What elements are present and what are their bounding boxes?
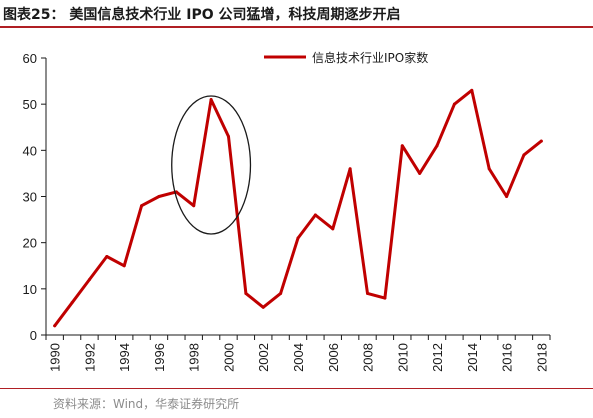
- x-tick-label: 1996: [152, 343, 167, 372]
- x-tick-label: 2002: [256, 343, 271, 372]
- data-point: [348, 167, 352, 171]
- x-tick-label: 2016: [500, 343, 515, 372]
- data-point: [331, 227, 335, 231]
- source-note: 资料来源：Wind，华泰证券研究所: [53, 397, 240, 411]
- header: 图表25： 美国信息技术行业 IPO 公司猛增，科技周期逐步开启: [0, 0, 593, 26]
- header-divider: [0, 26, 593, 28]
- y-tick-label: 40: [23, 143, 37, 158]
- data-point: [470, 88, 474, 92]
- x-tick-label: 1994: [117, 343, 132, 372]
- x-tick-label: 2014: [465, 343, 480, 372]
- data-point: [53, 324, 57, 328]
- data-point: [209, 98, 213, 102]
- x-tick-label: 2006: [326, 343, 341, 372]
- data-point: [140, 204, 144, 208]
- data-point: [261, 305, 265, 309]
- data-point: [226, 134, 230, 138]
- legend-label: 信息技术行业IPO家数: [312, 50, 428, 65]
- data-point: [400, 144, 404, 148]
- y-tick-label: 50: [23, 97, 37, 112]
- y-tick-label: 60: [23, 51, 37, 66]
- highlight-ellipse: [171, 95, 252, 235]
- data-point: [313, 213, 317, 217]
- x-tick-label: 1992: [82, 343, 97, 372]
- data-point: [279, 291, 283, 295]
- data-point: [435, 144, 439, 148]
- x-tick-label: 2008: [361, 343, 376, 372]
- data-point: [383, 296, 387, 300]
- x-tick-label: 2018: [534, 343, 549, 372]
- data-point: [105, 255, 109, 259]
- data-point: [452, 102, 456, 106]
- series-line: [53, 88, 543, 328]
- x-tick-label: 1990: [48, 343, 63, 372]
- data-point: [522, 153, 526, 157]
- data-point: [70, 301, 74, 305]
- data-point: [539, 139, 543, 143]
- x-tick-label: 2004: [291, 343, 306, 372]
- data-point: [487, 167, 491, 171]
- data-point: [418, 171, 422, 175]
- data-point: [174, 190, 178, 194]
- data-point: [87, 278, 91, 282]
- data-point: [122, 264, 126, 268]
- data-point: [366, 291, 370, 295]
- footer-divider: [0, 388, 593, 389]
- data-point: [296, 236, 300, 240]
- data-point: [505, 195, 509, 198]
- x-tick-label: 2000: [221, 343, 236, 372]
- line-chart: 0 10 20 30 40 50 60 1990 1992 1994 1996 1998 2000 200…: [23, 50, 551, 372]
- data-point: [192, 204, 196, 208]
- data-point: [244, 291, 248, 295]
- y-tick-label: 30: [23, 190, 37, 205]
- y-tick-label: 10: [23, 282, 37, 297]
- data-point: [157, 195, 161, 198]
- y-tick-label: 20: [23, 236, 37, 251]
- x-tick-label: 2010: [395, 343, 410, 372]
- x-tick-label: 2012: [430, 343, 445, 372]
- x-tick-label: 1998: [187, 343, 202, 372]
- figure-title: 图表25： 美国信息技术行业 IPO 公司猛增，科技周期逐步开启: [3, 7, 401, 23]
- y-tick-label: 0: [30, 328, 37, 343]
